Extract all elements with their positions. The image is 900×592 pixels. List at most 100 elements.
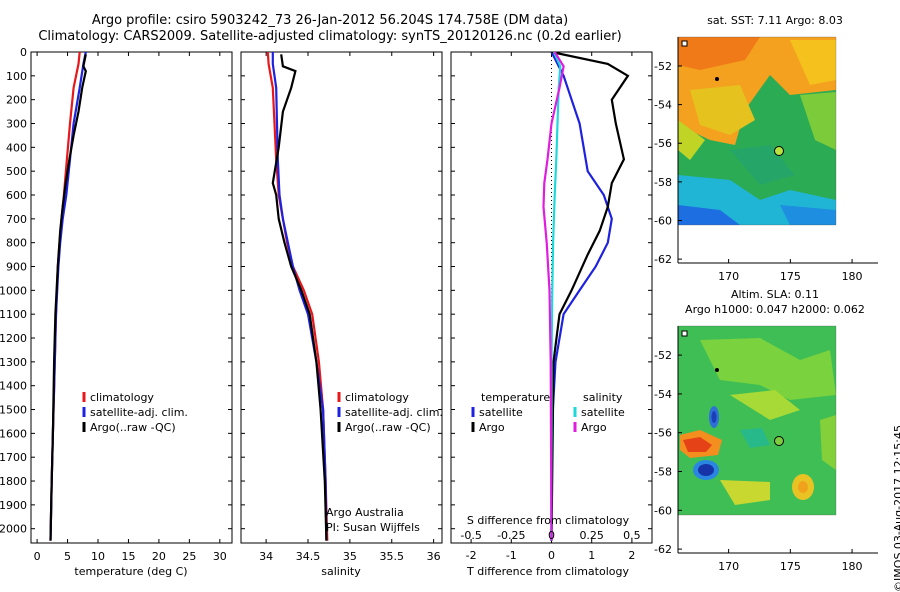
lat-tick-label: -62 bbox=[654, 543, 672, 556]
lat-tick-label: -54 bbox=[654, 388, 672, 401]
pi-label: PI: Susan Wijffels bbox=[326, 521, 420, 534]
x-axis-label: temperature (deg C) bbox=[74, 565, 187, 578]
series-line bbox=[271, 52, 328, 541]
operator-label: Argo Australia bbox=[326, 506, 404, 519]
y-tick-label: 500 bbox=[6, 165, 27, 178]
x-tick-label: 0 bbox=[548, 549, 555, 562]
series-line bbox=[271, 54, 328, 541]
map-title: Argo h1000: 0.047 h2000: 0.062 bbox=[685, 303, 865, 316]
s-tick-label: 0.25 bbox=[579, 529, 604, 542]
x-axis-label: salinity bbox=[321, 565, 361, 578]
y-tick-label: 700 bbox=[6, 213, 27, 226]
y-tick-label: 400 bbox=[6, 141, 27, 154]
lon-tick-label: 175 bbox=[780, 270, 801, 283]
sla-map bbox=[677, 325, 878, 554]
s-tick-label: -0.5 bbox=[460, 529, 481, 542]
legend-label: climatology bbox=[90, 391, 154, 404]
series-line bbox=[550, 52, 630, 541]
legend-label: Argo(..raw -QC) bbox=[345, 421, 431, 434]
salinity-panel: 34 34.5 35 35.5 36 salinity climatology satelli… bbox=[240, 51, 443, 578]
legend-label: climatology bbox=[345, 391, 409, 404]
legend-label: satellite-adj. clim. bbox=[90, 406, 188, 419]
x-tick-label: 15 bbox=[121, 550, 135, 563]
x-tick-label: -1 bbox=[506, 549, 517, 562]
sst-map bbox=[677, 36, 878, 264]
y-tick-label: 1100 bbox=[0, 308, 27, 321]
profile-plots: 0 5 10 15 20 25 300100200300400500600700800900… bbox=[0, 14, 878, 578]
legend-title: salinity bbox=[583, 391, 623, 404]
title-line-2: Climatology: CARS2009. Satellite-adjuste… bbox=[38, 29, 622, 44]
plot-frame bbox=[30, 51, 233, 544]
y-tick-label: 1300 bbox=[0, 356, 27, 369]
lat-tick-label: -56 bbox=[654, 137, 672, 150]
s-tick-label: -0.25 bbox=[497, 529, 525, 542]
x-tick-label: 2 bbox=[628, 549, 635, 562]
legend-label: satellite bbox=[479, 406, 523, 419]
x-tick-label: 25 bbox=[182, 550, 196, 563]
lat-tick-label: -54 bbox=[654, 99, 672, 112]
y-tick-label: 1700 bbox=[0, 451, 27, 464]
legend-label: satellite-adj. clim. bbox=[345, 406, 443, 419]
series-line bbox=[542, 52, 565, 541]
y-tick-label: 300 bbox=[6, 118, 27, 131]
legend-label: satellite bbox=[581, 406, 625, 419]
y-tick-label: 200 bbox=[6, 94, 27, 107]
x-axis-label: T difference from climatology bbox=[466, 565, 629, 578]
legend-title: temperature bbox=[481, 391, 550, 404]
y-tick-label: 1800 bbox=[0, 475, 27, 488]
lon-tick-label: 180 bbox=[842, 270, 863, 283]
title-line-1: Argo profile: csiro 5903242_73 26-Jan-20… bbox=[91, 13, 569, 28]
y-tick-label: 1500 bbox=[0, 404, 27, 417]
lat-tick-label: -60 bbox=[654, 504, 672, 517]
x-tick-label: 36 bbox=[427, 550, 441, 563]
lat-tick-label: -62 bbox=[654, 253, 672, 266]
lon-tick-label: 180 bbox=[842, 560, 863, 573]
lon-tick-label: 170 bbox=[718, 270, 739, 283]
x-tick-label: 35.5 bbox=[380, 550, 405, 563]
lat-tick-label: -52 bbox=[654, 60, 672, 73]
series-line bbox=[49, 54, 87, 541]
x-tick-label: 0 bbox=[34, 550, 41, 563]
y-tick-label: 1000 bbox=[0, 284, 27, 297]
series-group bbox=[542, 52, 630, 541]
y-tick-label: 1600 bbox=[0, 427, 27, 440]
y-tick-label: 1200 bbox=[0, 332, 27, 345]
s-tick-label: 0 bbox=[548, 529, 555, 542]
s-axis-label: S difference from climatology bbox=[467, 514, 630, 527]
lat-tick-label: -52 bbox=[654, 349, 672, 362]
x-tick-label: 1 bbox=[588, 549, 595, 562]
temperature-panel: 0 5 10 15 20 25 300100200300400500600700800900… bbox=[0, 46, 233, 578]
x-tick-label: 20 bbox=[152, 550, 166, 563]
lat-tick-label: -60 bbox=[654, 215, 672, 228]
s-tick-label: 0.5 bbox=[623, 529, 641, 542]
plot-frame bbox=[240, 51, 443, 544]
series-group bbox=[266, 52, 329, 541]
x-tick-label: 35 bbox=[343, 550, 357, 563]
series-line bbox=[550, 52, 613, 541]
x-tick-label: 5 bbox=[64, 550, 71, 563]
x-tick-label: 30 bbox=[213, 550, 227, 563]
x-tick-label: 34.5 bbox=[296, 550, 321, 563]
y-tick-label: 0 bbox=[20, 46, 27, 59]
map-title: Altim. SLA: 0.11 bbox=[731, 288, 819, 301]
lat-tick-label: -58 bbox=[654, 466, 672, 479]
y-tick-label: 600 bbox=[6, 189, 27, 202]
x-tick-label: -2 bbox=[466, 549, 477, 562]
legend-label: Argo(..raw -QC) bbox=[90, 421, 176, 434]
map-axes: 170 175 180 -52 -54 -56 -58 -60 -62 sat. SST: 7.1… bbox=[654, 14, 865, 573]
x-tick-label: 10 bbox=[91, 550, 105, 563]
lon-tick-label: 170 bbox=[718, 560, 739, 573]
y-tick-label: 1400 bbox=[0, 380, 27, 393]
y-tick-label: 2000 bbox=[0, 523, 27, 536]
y-tick-label: 800 bbox=[6, 237, 27, 250]
lon-tick-label: 175 bbox=[780, 560, 801, 573]
x-tick-label: 34 bbox=[259, 550, 273, 563]
lat-tick-label: -56 bbox=[654, 427, 672, 440]
legend-label: Argo bbox=[581, 421, 607, 434]
lat-tick-label: -58 bbox=[654, 176, 672, 189]
y-tick-label: 900 bbox=[6, 261, 27, 274]
legend-label: Argo bbox=[479, 421, 505, 434]
series-group bbox=[49, 52, 87, 541]
credit-text: ©IMOS 03-Aug-2017 12:15:45 bbox=[892, 425, 900, 592]
difference-panel: -2 -1 0 1 2 -0.5 -0.25 0 0.25 0.5 S difference fro… bbox=[450, 51, 653, 578]
